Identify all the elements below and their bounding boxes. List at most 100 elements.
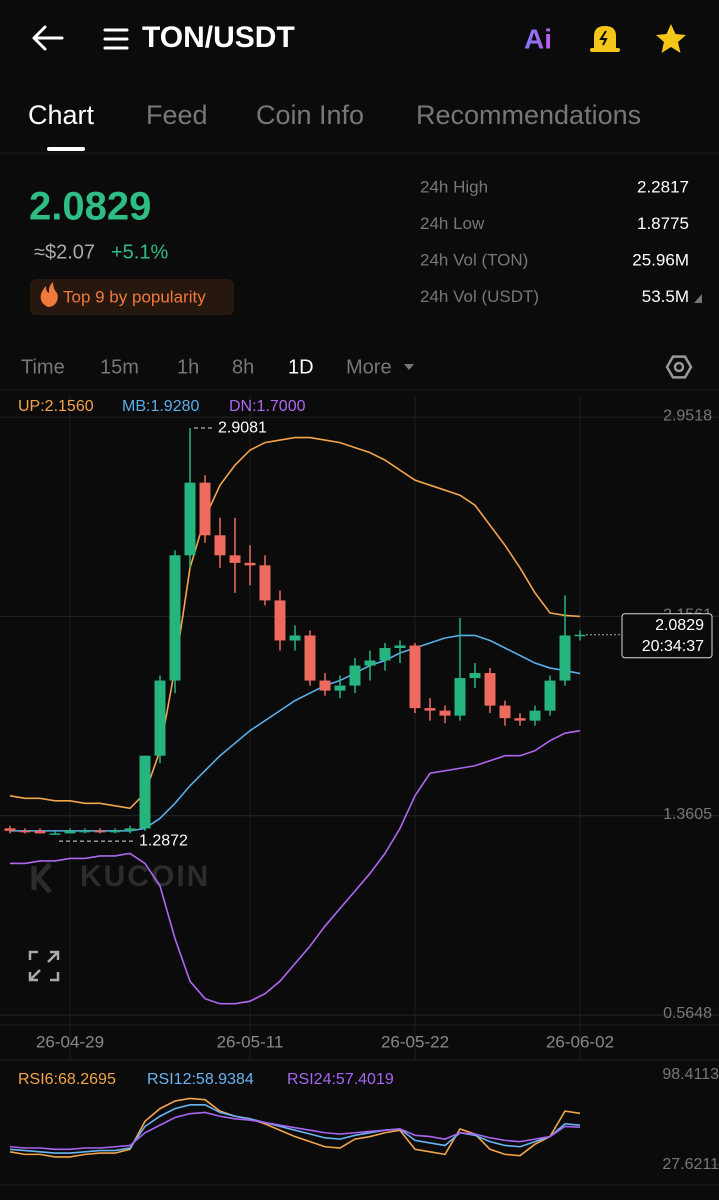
last-price-box bbox=[621, 613, 713, 659]
candle-body bbox=[394, 645, 406, 649]
candle-body bbox=[124, 828, 136, 831]
price-change: +5.1% bbox=[111, 241, 168, 263]
settings-icon[interactable] bbox=[665, 355, 693, 379]
tab[interactable]: Chart bbox=[28, 100, 95, 130]
watermark-logo bbox=[31, 862, 52, 894]
candle-body bbox=[169, 555, 181, 681]
favorite-icon[interactable] bbox=[656, 24, 686, 53]
tab[interactable]: Coin Info bbox=[256, 100, 364, 130]
candle-body bbox=[319, 680, 331, 691]
candle-body bbox=[424, 708, 436, 711]
stat-value: 1.8775 bbox=[637, 214, 689, 233]
candle-body bbox=[19, 830, 31, 833]
menu-icon[interactable] bbox=[103, 28, 129, 50]
badge[interactable] bbox=[30, 279, 234, 315]
candle-body bbox=[334, 685, 346, 691]
pair-title: TON/USDT bbox=[142, 21, 295, 54]
candle-body bbox=[379, 648, 391, 661]
stat-label: 24h Vol (USDT) bbox=[420, 287, 539, 306]
tab[interactable]: Feed bbox=[146, 100, 208, 130]
legend-entry: RSI12:58.9384 bbox=[147, 1071, 254, 1088]
countdown: 20:34:37 bbox=[642, 638, 704, 655]
stat-value: 53.5M bbox=[642, 287, 689, 306]
y-tick-label: 1.3605 bbox=[663, 806, 712, 823]
high-marker: 2.9081 bbox=[218, 419, 267, 436]
ai-button[interactable]: Ai bbox=[524, 23, 552, 54]
tab-indicator bbox=[47, 147, 85, 151]
y-tick-label: 2.9518 bbox=[663, 407, 712, 424]
candle-body bbox=[214, 535, 226, 556]
indicator-line bbox=[9, 1111, 581, 1151]
candle-body bbox=[274, 600, 286, 641]
candle-body bbox=[514, 718, 526, 721]
candle-body bbox=[529, 710, 541, 721]
stat-label: 24h High bbox=[420, 177, 488, 196]
candle-body bbox=[304, 635, 316, 681]
tab[interactable]: Recommendations bbox=[416, 100, 641, 130]
indicator-line bbox=[10, 729, 581, 1005]
candle-body bbox=[289, 635, 301, 641]
interval-option[interactable]: 8h bbox=[232, 356, 254, 378]
stat-label: 24h Low bbox=[420, 214, 485, 233]
y-tick-label: 27.6211 bbox=[662, 1156, 719, 1173]
legend-entry: UP:2.1560 bbox=[18, 398, 94, 415]
candle-body bbox=[94, 830, 106, 833]
last-price-label: 2.0829 bbox=[655, 617, 704, 634]
low-marker: 1.2872 bbox=[139, 832, 188, 849]
indicator-line bbox=[9, 1103, 581, 1154]
candle-body bbox=[409, 645, 421, 709]
legend-entry: DN:1.7000 bbox=[229, 398, 306, 415]
candle-body bbox=[469, 673, 481, 679]
caret bbox=[694, 294, 702, 303]
candle-body bbox=[34, 830, 46, 834]
y-tick-label: 0.5648 bbox=[663, 1005, 712, 1022]
x-tick-label: 26-05-11 bbox=[217, 1032, 284, 1051]
interval-option[interactable]: 1D bbox=[288, 356, 314, 378]
candle-body bbox=[364, 660, 376, 666]
stat-value: 25.96M bbox=[632, 250, 689, 269]
back-button[interactable] bbox=[32, 25, 64, 51]
settings-icon-center bbox=[673, 361, 685, 373]
candle-body bbox=[229, 555, 241, 563]
candle-body bbox=[154, 680, 166, 756]
fiat-price: ≈$2.07 bbox=[34, 241, 95, 263]
candle-body bbox=[439, 710, 451, 716]
x-tick-label: 26-06-02 bbox=[546, 1032, 614, 1051]
candle-body bbox=[109, 830, 121, 833]
indicator-line bbox=[9, 436, 581, 810]
indicator-line bbox=[9, 1097, 581, 1158]
candle-body bbox=[544, 680, 556, 711]
x-tick-label: 26-05-22 bbox=[381, 1032, 449, 1051]
alert-icon[interactable] bbox=[590, 26, 620, 52]
candle-body bbox=[4, 828, 16, 831]
legend-entry: RSI6:68.2695 bbox=[18, 1071, 116, 1088]
candle-body bbox=[244, 562, 256, 566]
more-caret bbox=[404, 364, 414, 370]
candle-body bbox=[499, 705, 511, 719]
stats: 24h High 2.2817 24h Low 1.8775 24h Vol (TON)… bbox=[420, 177, 702, 306]
candle-body bbox=[139, 755, 151, 829]
y-tick-label: 98.4113 bbox=[662, 1066, 719, 1083]
rsi-chart: 98.4113 27.6211 RSI6:68.2695 RSI12:58.9384 R… bbox=[9, 1066, 719, 1173]
candle-body bbox=[559, 635, 571, 681]
stat-label: 24h Vol (TON) bbox=[420, 250, 528, 269]
candle-body bbox=[349, 665, 361, 686]
interval-option[interactable]: More bbox=[346, 356, 392, 378]
interval-bar: Time 15m 1h 8h 1D More bbox=[21, 356, 392, 378]
candle-body bbox=[79, 830, 91, 833]
candle-body bbox=[574, 634, 586, 637]
candle-body bbox=[259, 565, 271, 601]
interval-option[interactable]: Time bbox=[21, 356, 65, 378]
expand-button[interactable] bbox=[28, 950, 60, 982]
interval-option[interactable]: 15m bbox=[100, 356, 139, 378]
watermark: KUCOIN bbox=[80, 860, 210, 893]
legend-entry: MB:1.9280 bbox=[122, 398, 199, 415]
x-tick-label: 26-04-29 bbox=[36, 1032, 104, 1051]
candle-body bbox=[484, 673, 496, 706]
interval-option[interactable]: 1h bbox=[177, 356, 199, 378]
candle-body bbox=[454, 678, 466, 716]
last-price: 2.0829 bbox=[29, 185, 151, 229]
